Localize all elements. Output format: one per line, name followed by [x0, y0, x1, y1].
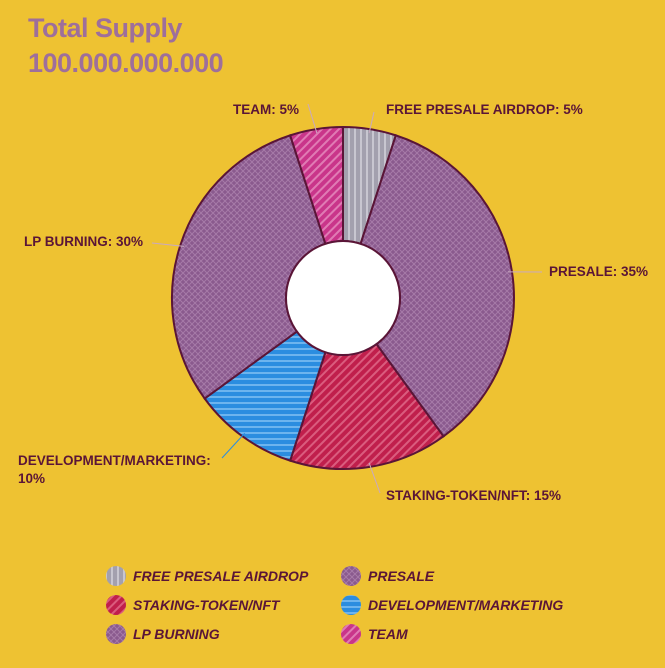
- slice-label-team: TEAM: 5%: [233, 102, 299, 117]
- chart-header: Total Supply 100.000.000.000: [28, 10, 224, 80]
- legend-label: FREE PRESALE AIRDROP: [133, 568, 309, 584]
- legend-item-presale[interactable]: PRESALE: [340, 565, 580, 587]
- slice-label-staking-token-nft: STAKING-TOKEN/NFT: 15%: [386, 488, 561, 503]
- legend-label: PRESALE: [368, 568, 435, 584]
- legend-label: STAKING-TOKEN/NFT: [133, 597, 280, 613]
- legend-swatch-development-marketing: [341, 595, 361, 615]
- slice-label-lp-burning: LP BURNING: 30%: [24, 234, 143, 249]
- leader-line: [368, 462, 381, 494]
- legend-label: TEAM: [368, 626, 408, 642]
- legend-swatch-staking-token-nft: [106, 595, 126, 615]
- slice-label-free-presale-airdrop: FREE PRESALE AIRDROP: 5%: [386, 102, 583, 117]
- slice-label-development-marketing: DEVELOPMENT/MARKETING: 10%: [18, 453, 211, 486]
- leader-line: [307, 103, 318, 134]
- legend-label: LP BURNING: [133, 626, 220, 642]
- legend-swatch-presale: [341, 566, 361, 586]
- chart-title: Total Supply: [28, 13, 183, 43]
- donut-hole: [285, 240, 401, 356]
- legend-swatch-team: [341, 624, 361, 644]
- leader-line: [368, 111, 375, 134]
- legend-item-free-presale-airdrop[interactable]: FREE PRESALE AIRDROP: [105, 565, 340, 587]
- legend-item-team[interactable]: TEAM: [340, 623, 580, 645]
- legend-item-development-marketing[interactable]: DEVELOPMENT/MARKETING: [340, 594, 580, 616]
- leader-line: [151, 242, 185, 247]
- legend-item-lp-burning[interactable]: LP BURNING: [105, 623, 340, 645]
- leader-line: [221, 432, 246, 459]
- legend-label: DEVELOPMENT/MARKETING: [368, 597, 564, 613]
- slice-label-presale: PRESALE: 35%: [549, 264, 648, 279]
- legend-swatch-lp-burning: [106, 624, 126, 644]
- legend-item-staking-token-nft[interactable]: STAKING-TOKEN/NFT: [105, 594, 340, 616]
- chart-legend: FREE PRESALE AIRDROP PRESALE STAKING-TOK…: [105, 565, 625, 645]
- legend-swatch-free-presale-airdrop: [106, 566, 126, 586]
- total-supply-value: 100.000.000.000: [28, 48, 224, 78]
